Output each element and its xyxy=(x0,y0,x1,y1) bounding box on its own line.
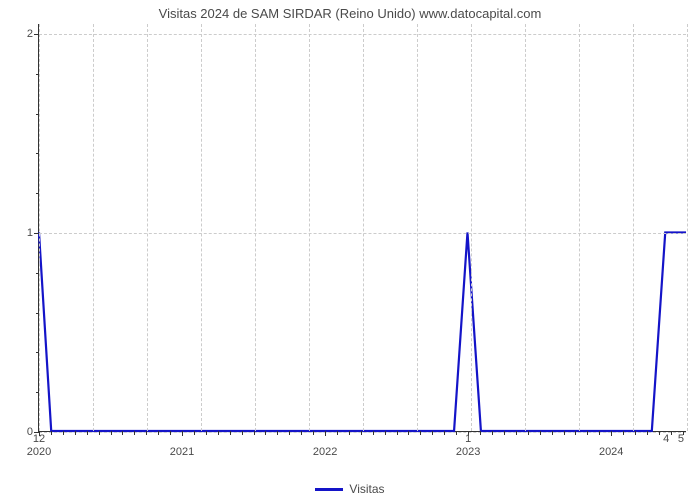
x-value-label: 4 xyxy=(663,431,669,445)
x-minor-tick xyxy=(242,431,243,435)
x-minor-tick xyxy=(528,431,529,435)
x-minor-tick xyxy=(408,431,409,435)
x-tick-mark xyxy=(182,431,183,436)
x-minor-tick xyxy=(516,431,517,435)
grid-line-vertical xyxy=(363,24,364,431)
x-minor-tick xyxy=(87,431,88,435)
x-minor-tick xyxy=(122,431,123,435)
grid-line-vertical xyxy=(201,24,202,431)
x-minor-tick xyxy=(432,431,433,435)
grid-line-vertical xyxy=(633,24,634,431)
x-minor-tick xyxy=(313,431,314,435)
x-minor-tick xyxy=(99,431,100,435)
x-minor-tick xyxy=(420,431,421,435)
x-minor-tick xyxy=(218,431,219,435)
y-minor-tick xyxy=(36,273,39,274)
x-value-label: 5 xyxy=(678,431,684,445)
grid-line-vertical xyxy=(309,24,310,431)
chart-container: Visitas 2024 de SAM SIRDAR (Reino Unido)… xyxy=(0,0,700,500)
y-minor-tick xyxy=(36,74,39,75)
grid-line-vertical xyxy=(687,24,688,431)
x-minor-tick xyxy=(111,431,112,435)
chart-title: Visitas 2024 de SAM SIRDAR (Reino Unido)… xyxy=(0,6,700,21)
grid-line-vertical xyxy=(417,24,418,431)
y-minor-tick xyxy=(36,153,39,154)
grid-line-horizontal xyxy=(39,233,686,234)
y-tick-mark xyxy=(34,233,39,234)
plot-area: 0122020202120222023202412145 xyxy=(38,24,686,432)
x-minor-tick xyxy=(623,431,624,435)
x-minor-tick xyxy=(63,431,64,435)
grid-line-vertical xyxy=(255,24,256,431)
x-minor-tick xyxy=(504,431,505,435)
x-minor-tick xyxy=(75,431,76,435)
grid-line-horizontal xyxy=(39,34,686,35)
x-minor-tick xyxy=(206,431,207,435)
y-tick-mark xyxy=(34,34,39,35)
y-minor-tick xyxy=(36,313,39,314)
x-minor-tick xyxy=(194,431,195,435)
x-minor-tick xyxy=(456,431,457,435)
grid-line-vertical xyxy=(525,24,526,431)
x-minor-tick xyxy=(51,431,52,435)
x-minor-tick xyxy=(492,431,493,435)
x-minor-tick xyxy=(564,431,565,435)
x-minor-tick xyxy=(480,431,481,435)
x-minor-tick xyxy=(373,431,374,435)
x-tick-mark xyxy=(325,431,326,436)
x-minor-tick xyxy=(540,431,541,435)
x-minor-tick xyxy=(349,431,350,435)
legend-swatch xyxy=(315,488,343,491)
x-minor-tick xyxy=(397,431,398,435)
legend: Visitas xyxy=(0,482,700,496)
x-value-label: 12 xyxy=(33,431,45,445)
x-value-label: 1 xyxy=(465,431,471,445)
x-minor-tick xyxy=(337,431,338,435)
grid-line-vertical xyxy=(147,24,148,431)
x-tick-mark xyxy=(611,431,612,436)
y-minor-tick xyxy=(36,193,39,194)
x-minor-tick xyxy=(599,431,600,435)
legend-label: Visitas xyxy=(349,482,384,496)
grid-line-vertical xyxy=(39,24,40,431)
x-minor-tick xyxy=(134,431,135,435)
x-minor-tick xyxy=(301,431,302,435)
x-minor-tick xyxy=(635,431,636,435)
x-minor-tick xyxy=(361,431,362,435)
x-minor-tick xyxy=(587,431,588,435)
x-minor-tick xyxy=(444,431,445,435)
x-minor-tick xyxy=(671,431,672,435)
x-minor-tick xyxy=(254,431,255,435)
grid-line-vertical xyxy=(93,24,94,431)
grid-line-vertical xyxy=(579,24,580,431)
x-minor-tick xyxy=(647,431,648,435)
x-minor-tick xyxy=(265,431,266,435)
x-minor-tick xyxy=(289,431,290,435)
grid-line-vertical xyxy=(471,24,472,431)
x-minor-tick xyxy=(552,431,553,435)
y-minor-tick xyxy=(36,114,39,115)
x-minor-tick xyxy=(659,431,660,435)
x-minor-tick xyxy=(170,431,171,435)
y-minor-tick xyxy=(36,352,39,353)
x-minor-tick xyxy=(158,431,159,435)
x-minor-tick xyxy=(575,431,576,435)
x-minor-tick xyxy=(277,431,278,435)
x-minor-tick xyxy=(385,431,386,435)
x-minor-tick xyxy=(146,431,147,435)
grid-line-horizontal xyxy=(39,432,686,433)
y-minor-tick xyxy=(36,392,39,393)
x-minor-tick xyxy=(230,431,231,435)
